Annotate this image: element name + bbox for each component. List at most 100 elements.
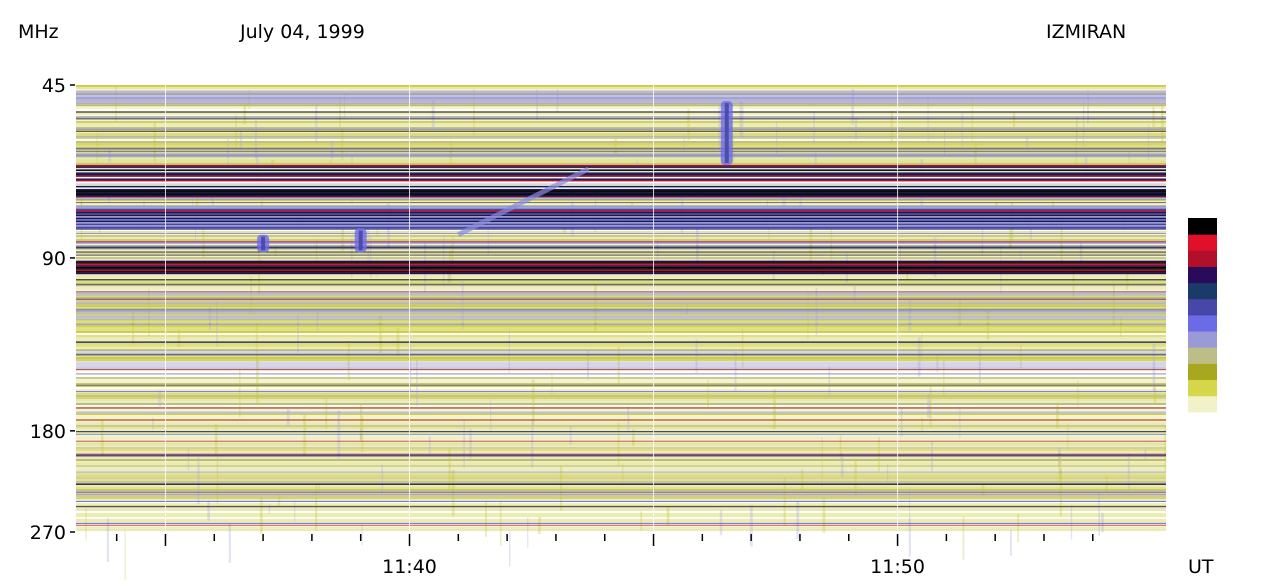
- heatmap-row: [76, 139, 1166, 141]
- interference-line: [76, 241, 1166, 243]
- heatmap-streak: [318, 482, 320, 493]
- band-stripe: [76, 90, 1166, 93]
- interference-line: [76, 354, 1166, 356]
- heatmap-streak: [1153, 384, 1157, 405]
- heatmap-streak: [927, 393, 931, 418]
- heatmap-row: [76, 463, 1166, 465]
- heatmap-streak: [381, 464, 384, 494]
- heatmap-streak: [531, 379, 535, 426]
- heatmap-streak: [1128, 152, 1130, 172]
- interference-line: [76, 136, 1166, 138]
- heatmap-row: [76, 115, 1166, 117]
- band-stripe: [76, 184, 1166, 186]
- heatmap-streak: [617, 346, 620, 387]
- heatmap-streak: [1058, 453, 1062, 482]
- heatmap-row: [76, 397, 1166, 399]
- heatmap-row: [76, 87, 1166, 89]
- interference-line: [76, 431, 1166, 433]
- heatmap-row: [76, 331, 1166, 333]
- heatmap-row: [76, 387, 1166, 389]
- heatmap-streak: [341, 129, 344, 161]
- heatmap-streak: [316, 312, 319, 331]
- heatmap-streak: [840, 453, 844, 477]
- heatmap-row: [76, 445, 1166, 447]
- heatmap-row: [76, 501, 1166, 503]
- heatmap-row: [76, 339, 1166, 341]
- interference-line: [76, 419, 1166, 421]
- heatmap-row: [76, 285, 1166, 287]
- colorbar-segment: [1188, 218, 1217, 235]
- heatmap-streak: [839, 435, 842, 462]
- heatmap-row: [76, 427, 1166, 429]
- interference-line: [76, 116, 1166, 118]
- heatmap-streak: [617, 422, 620, 467]
- interference-line: [76, 246, 1166, 248]
- heatmap-row: [76, 367, 1166, 369]
- heatmap-streak: [1009, 211, 1012, 250]
- heatmap-row: [76, 437, 1166, 439]
- interference-line: [76, 111, 1166, 113]
- x-tick-label: 11:50: [870, 556, 925, 578]
- interference-line: [76, 524, 1166, 526]
- heatmap-row: [76, 363, 1166, 365]
- heatmap-row: [76, 487, 1166, 489]
- interference-line: [76, 454, 1166, 456]
- band-stripe: [76, 205, 1166, 208]
- heatmap-streak: [981, 207, 984, 257]
- interference-line: [76, 384, 1166, 386]
- heatmap-row: [76, 243, 1166, 245]
- heatmap-row: [76, 287, 1166, 289]
- heatmap-row: [76, 375, 1166, 377]
- heatmap-row: [76, 379, 1166, 381]
- heatmap-streak: [451, 470, 455, 516]
- heatmap-row: [76, 519, 1166, 521]
- band-stripe: [76, 301, 1166, 304]
- heatmap-row: [76, 405, 1166, 407]
- colorbar-segment: [1188, 411, 1217, 429]
- heatmap-streak: [666, 506, 670, 526]
- heatmap-streak: [376, 225, 379, 238]
- heatmap-row: [76, 107, 1166, 109]
- heatmap-row: [76, 459, 1166, 461]
- interference-line: [76, 202, 1166, 204]
- interference-line: [76, 483, 1166, 485]
- heatmap-streak: [274, 246, 277, 257]
- band-stripe: [76, 357, 1166, 360]
- interference-line: [76, 245, 1166, 247]
- colorbar: [1188, 218, 1217, 429]
- heatmap-row: [76, 325, 1166, 327]
- heatmap-streak: [1082, 100, 1085, 150]
- heatmap-row: [76, 289, 1166, 291]
- band-stripe: [76, 305, 1166, 308]
- heatmap-streak: [297, 313, 299, 354]
- heatmap-row: [76, 377, 1166, 379]
- band-stripe: [76, 262, 1166, 264]
- heatmap-row: [76, 421, 1166, 423]
- band-stripe: [76, 193, 1166, 195]
- heatmap-streak: [741, 329, 744, 368]
- heatmap-row: [76, 131, 1166, 133]
- heatmap-streak: [921, 417, 923, 434]
- heatmap-streak: [448, 447, 451, 490]
- heatmap-streak: [315, 104, 318, 142]
- heatmap-row: [76, 109, 1166, 111]
- band-stripe: [76, 353, 1166, 356]
- heatmap-row: [76, 335, 1166, 337]
- colorbar-segment: [1188, 266, 1217, 284]
- interference-line: [76, 279, 1166, 281]
- interference-line: [76, 197, 1166, 199]
- observatory-name: IZMIRAN: [1046, 21, 1127, 43]
- heatmap-row: [76, 409, 1166, 411]
- heatmap-streak: [656, 238, 659, 268]
- colorbar-segment: [1188, 379, 1217, 397]
- chart-axes: 11:40 11:50 45 90 180 270: [30, 75, 1094, 578]
- heatmap-streak: [943, 129, 946, 157]
- heatmap-row: [76, 503, 1166, 505]
- heatmap-streak: [551, 373, 553, 395]
- band-stripe: [76, 220, 1166, 223]
- band-stripe: [76, 367, 1166, 370]
- heatmap-streak: [1056, 402, 1059, 428]
- heatmap-row: [76, 369, 1166, 371]
- heatmap-streak: [1058, 447, 1061, 466]
- heatmap-streak: [962, 516, 965, 560]
